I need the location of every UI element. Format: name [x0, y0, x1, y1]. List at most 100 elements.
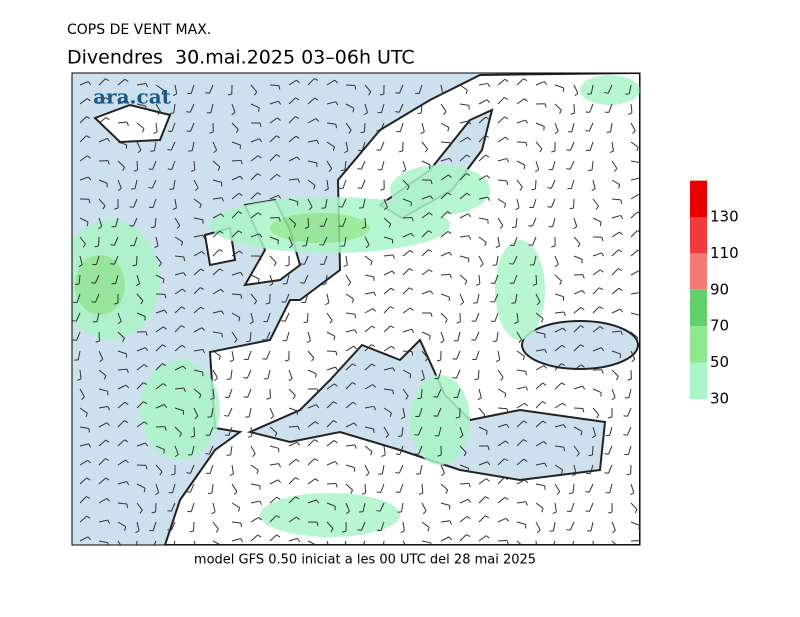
barb [170, 521, 176, 531]
barb [506, 423, 510, 428]
barb [159, 471, 163, 476]
barb [350, 489, 354, 494]
barb [344, 150, 349, 154]
barb [314, 478, 319, 482]
barb [516, 119, 526, 124]
barb [132, 550, 136, 551]
barb [193, 217, 203, 221]
barb [190, 169, 196, 172]
barb [342, 217, 347, 227]
barb [307, 139, 317, 143]
barb [117, 459, 126, 466]
barb [611, 521, 616, 531]
barb [411, 351, 414, 356]
barb [202, 234, 206, 239]
barb [457, 331, 461, 341]
barb [485, 116, 490, 120]
barb [580, 344, 585, 348]
colorbar-segment [690, 217, 707, 254]
barb [144, 421, 148, 425]
barb [326, 331, 336, 337]
barb [136, 103, 146, 107]
barb [117, 78, 126, 86]
barb [199, 204, 202, 209]
barb [456, 350, 461, 360]
barb [124, 420, 129, 423]
barb [459, 120, 469, 124]
barb [328, 168, 333, 172]
barb [81, 396, 85, 401]
barb [269, 194, 279, 200]
barb [174, 426, 182, 434]
barb [440, 230, 449, 238]
barb [580, 307, 585, 311]
barb [288, 217, 296, 225]
barb [308, 206, 313, 211]
barb [611, 369, 619, 377]
barb [323, 255, 328, 265]
barb [288, 178, 298, 181]
barb [213, 149, 217, 154]
barb [353, 422, 358, 427]
barb [79, 155, 88, 162]
barb [246, 340, 251, 343]
barb [174, 407, 184, 412]
barb [259, 255, 262, 261]
barb [421, 249, 429, 257]
barb [630, 350, 636, 360]
barb [86, 98, 91, 102]
barb [250, 293, 258, 302]
barb [86, 515, 91, 519]
barb [164, 294, 167, 299]
barb [372, 384, 377, 388]
barb [544, 349, 548, 354]
barb [335, 483, 338, 488]
barb [210, 397, 215, 400]
barb [211, 483, 214, 494]
barb [379, 141, 385, 151]
barb [257, 192, 262, 196]
barb [229, 473, 234, 477]
barb [145, 83, 149, 88]
barb [250, 173, 258, 181]
barb [215, 528, 219, 533]
barb [330, 528, 334, 533]
barb [186, 491, 191, 493]
barb [281, 320, 286, 322]
barb [363, 122, 366, 133]
barb [221, 197, 224, 202]
barb [532, 198, 537, 208]
barb [98, 179, 108, 184]
barb [427, 527, 430, 532]
barb [402, 350, 413, 353]
barb [364, 291, 374, 295]
barb [504, 78, 509, 82]
barb [379, 122, 385, 132]
barb [98, 458, 106, 466]
barb [509, 263, 514, 265]
barb [105, 439, 110, 443]
barb [533, 550, 537, 551]
barb [306, 340, 311, 344]
barb [292, 395, 296, 400]
barb [360, 131, 365, 134]
barb [592, 407, 600, 416]
barb [354, 314, 356, 319]
barb [326, 122, 336, 125]
barb [440, 502, 450, 506]
barb [531, 188, 536, 191]
barb [611, 529, 616, 534]
barb [497, 217, 504, 226]
barb [383, 345, 392, 352]
barb [171, 122, 176, 132]
barb [269, 174, 278, 181]
barb [417, 112, 422, 115]
barb [592, 347, 602, 352]
barb [269, 135, 277, 143]
barb [630, 312, 640, 316]
barb [139, 509, 143, 514]
barb [364, 325, 373, 333]
barb [591, 435, 596, 439]
barb [307, 198, 313, 208]
barb [398, 150, 403, 153]
